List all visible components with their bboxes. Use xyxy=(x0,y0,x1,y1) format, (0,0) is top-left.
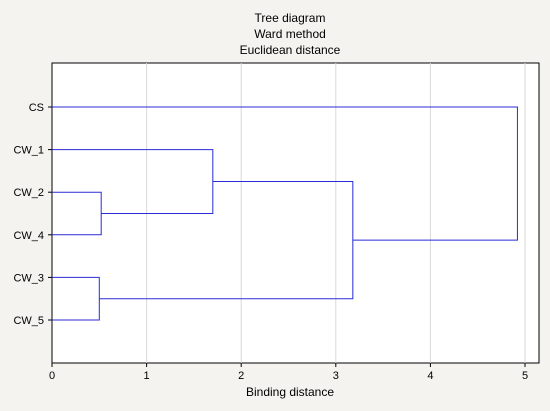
dendrogram-link xyxy=(52,106,518,241)
x-tick-label: 5 xyxy=(522,370,528,382)
x-axis-label: Binding distance xyxy=(246,385,334,399)
chart-title-line-3: Euclidean distance xyxy=(240,43,341,57)
leaf-label: CW_3 xyxy=(13,272,44,284)
leaf-label: CW_5 xyxy=(13,315,44,327)
chart-title-line-1: Tree diagram xyxy=(255,11,326,25)
x-tick-label: 2 xyxy=(238,370,244,382)
x-tick-label: 0 xyxy=(49,370,55,382)
leaf-label: CS xyxy=(29,102,44,114)
leaf-labels: CS CW_1 CW_2 CW_4 CW_3 CW_5 xyxy=(13,102,52,327)
dendrogram-links xyxy=(52,106,518,321)
leaf-label: CW_2 xyxy=(13,187,44,199)
leaf-label: CW_4 xyxy=(13,230,44,242)
x-tick-label: 4 xyxy=(427,370,433,382)
leaf-label: CW_1 xyxy=(13,145,44,157)
x-tick-label: 1 xyxy=(144,370,150,382)
grid-lines xyxy=(146,63,526,363)
x-tick-label: 3 xyxy=(333,370,339,382)
x-axis-ticks: 0 1 2 3 4 5 xyxy=(49,363,528,382)
chart-title-line-2: Ward method xyxy=(254,27,326,41)
